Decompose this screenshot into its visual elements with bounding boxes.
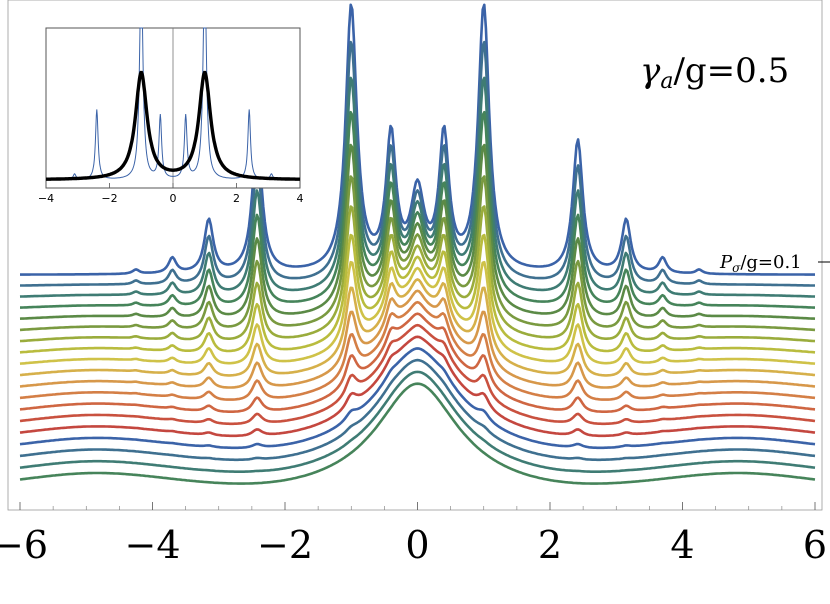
inset-x-tick-label: −2 bbox=[101, 192, 117, 205]
inset-plot: −4 −2 0 2 4 bbox=[38, 27, 304, 205]
main-x-axis-ticks: −6 −4 −2 0 2 4 6 bbox=[0, 502, 827, 567]
spectrum-curve bbox=[19, 260, 816, 365]
spectrum-curve bbox=[19, 143, 816, 320]
spectrum-curve bbox=[19, 347, 816, 450]
inset-x-tick-label: −4 bbox=[38, 192, 54, 205]
pump-annotation: Pσ/g=0.1 bbox=[719, 252, 802, 275]
gamma-annotation: γa/g=0.5 bbox=[640, 51, 789, 94]
spectrum-curve bbox=[19, 382, 816, 485]
x-tick-label: 4 bbox=[670, 523, 694, 567]
spectrum-curve bbox=[19, 300, 816, 401]
x-tick-label: −4 bbox=[124, 523, 180, 567]
main-curves bbox=[19, 3, 816, 485]
spectrum-curve bbox=[19, 76, 816, 298]
x-tick-label: −6 bbox=[0, 523, 48, 567]
spectrum-curve bbox=[20, 40, 815, 287]
x-tick-label: 2 bbox=[538, 523, 562, 567]
inset-black-curve bbox=[46, 70, 300, 181]
x-tick-label: 6 bbox=[803, 523, 827, 567]
spectrum-curve bbox=[19, 278, 816, 377]
spectrum-curve bbox=[19, 233, 816, 354]
x-tick-label: −2 bbox=[257, 523, 313, 567]
spectrum-curve bbox=[19, 312, 816, 413]
spectrum-curve bbox=[20, 110, 815, 309]
main-plot-border bbox=[7, 0, 823, 511]
spectrum-curve bbox=[19, 370, 816, 473]
spectrum-curve bbox=[19, 335, 816, 438]
inset-x-tick-label: 4 bbox=[297, 192, 304, 205]
spectrum-curve bbox=[20, 3, 815, 276]
spectrum-curve bbox=[19, 205, 816, 343]
inset-x-tick-label: 0 bbox=[170, 192, 177, 205]
spectrum-curve bbox=[19, 358, 816, 462]
spectrum-curve bbox=[19, 175, 816, 332]
spectrum-curve bbox=[19, 289, 816, 389]
x-tick-label: 0 bbox=[405, 523, 429, 567]
main-plot-frame bbox=[7, 0, 823, 511]
inset-x-tick-label: 2 bbox=[233, 192, 240, 205]
spectrum-curve bbox=[19, 323, 816, 426]
